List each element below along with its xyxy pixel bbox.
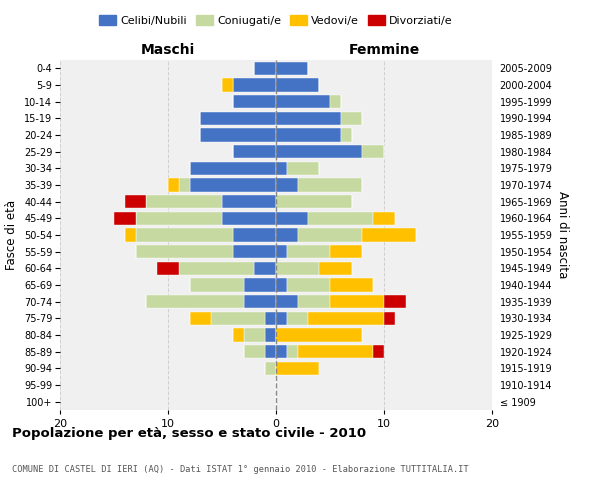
Bar <box>330 245 362 258</box>
Bar <box>244 278 276 291</box>
Bar <box>276 328 362 342</box>
Bar <box>362 145 384 158</box>
Bar <box>287 345 298 358</box>
Bar <box>287 312 308 325</box>
Y-axis label: Fasce di età: Fasce di età <box>5 200 19 270</box>
Bar <box>276 112 341 125</box>
Bar <box>276 228 298 241</box>
Bar <box>330 295 384 308</box>
Bar <box>146 295 244 308</box>
Bar <box>319 262 352 275</box>
Bar <box>308 312 384 325</box>
Bar <box>276 95 330 108</box>
Bar <box>276 345 287 358</box>
Bar <box>276 312 287 325</box>
Bar <box>190 278 244 291</box>
Bar <box>179 178 190 192</box>
Bar <box>244 328 265 342</box>
Bar <box>222 212 276 225</box>
Bar <box>254 62 276 75</box>
Bar <box>190 312 211 325</box>
Bar <box>254 262 276 275</box>
Bar <box>276 195 352 208</box>
Bar <box>330 95 341 108</box>
Bar <box>330 278 373 291</box>
Bar <box>341 128 352 141</box>
Bar <box>308 212 373 225</box>
Bar <box>179 262 254 275</box>
Bar <box>276 212 308 225</box>
Bar <box>276 178 298 192</box>
Bar <box>373 345 384 358</box>
Bar <box>125 195 146 208</box>
Bar <box>136 228 233 241</box>
Bar <box>373 212 395 225</box>
Bar <box>298 345 373 358</box>
Bar <box>146 195 222 208</box>
Bar <box>233 145 276 158</box>
Bar <box>287 162 319 175</box>
Bar <box>190 162 276 175</box>
Bar <box>265 312 276 325</box>
Bar <box>276 295 298 308</box>
Bar <box>341 112 362 125</box>
Bar <box>384 312 395 325</box>
Bar <box>276 245 287 258</box>
Text: Popolazione per età, sesso e stato civile - 2010: Popolazione per età, sesso e stato civil… <box>12 428 366 440</box>
Bar <box>276 162 287 175</box>
Bar <box>276 278 287 291</box>
Bar <box>362 228 416 241</box>
Bar <box>233 245 276 258</box>
Bar <box>276 128 341 141</box>
Bar <box>244 295 276 308</box>
Bar <box>276 62 308 75</box>
Bar <box>190 178 276 192</box>
Text: COMUNE DI CASTEL DI IERI (AQ) - Dati ISTAT 1° gennaio 2010 - Elaborazione TUTTIT: COMUNE DI CASTEL DI IERI (AQ) - Dati IST… <box>12 465 469 474</box>
Bar <box>265 328 276 342</box>
Bar <box>233 95 276 108</box>
Bar <box>298 295 330 308</box>
Bar <box>136 212 222 225</box>
Bar <box>265 362 276 375</box>
Bar <box>211 312 265 325</box>
Bar <box>244 345 265 358</box>
Bar <box>233 228 276 241</box>
Bar <box>222 78 233 92</box>
Y-axis label: Anni di nascita: Anni di nascita <box>556 192 569 278</box>
Bar <box>298 228 362 241</box>
Bar <box>287 278 330 291</box>
Text: Femmine: Femmine <box>349 42 419 56</box>
Bar <box>157 262 179 275</box>
Bar <box>276 145 362 158</box>
Bar <box>222 195 276 208</box>
Bar <box>298 178 362 192</box>
Bar <box>168 178 179 192</box>
Bar <box>200 128 276 141</box>
Bar <box>276 262 319 275</box>
Bar <box>233 78 276 92</box>
Legend: Celibi/Nubili, Coniugati/e, Vedovi/e, Divorziati/e: Celibi/Nubili, Coniugati/e, Vedovi/e, Di… <box>95 10 457 30</box>
Bar <box>114 212 136 225</box>
Bar <box>265 345 276 358</box>
Bar <box>276 362 319 375</box>
Bar <box>136 245 233 258</box>
Bar <box>287 245 330 258</box>
Bar <box>276 78 319 92</box>
Bar <box>125 228 136 241</box>
Bar <box>200 112 276 125</box>
Bar <box>384 295 406 308</box>
Bar <box>233 328 244 342</box>
Text: Maschi: Maschi <box>141 42 195 56</box>
